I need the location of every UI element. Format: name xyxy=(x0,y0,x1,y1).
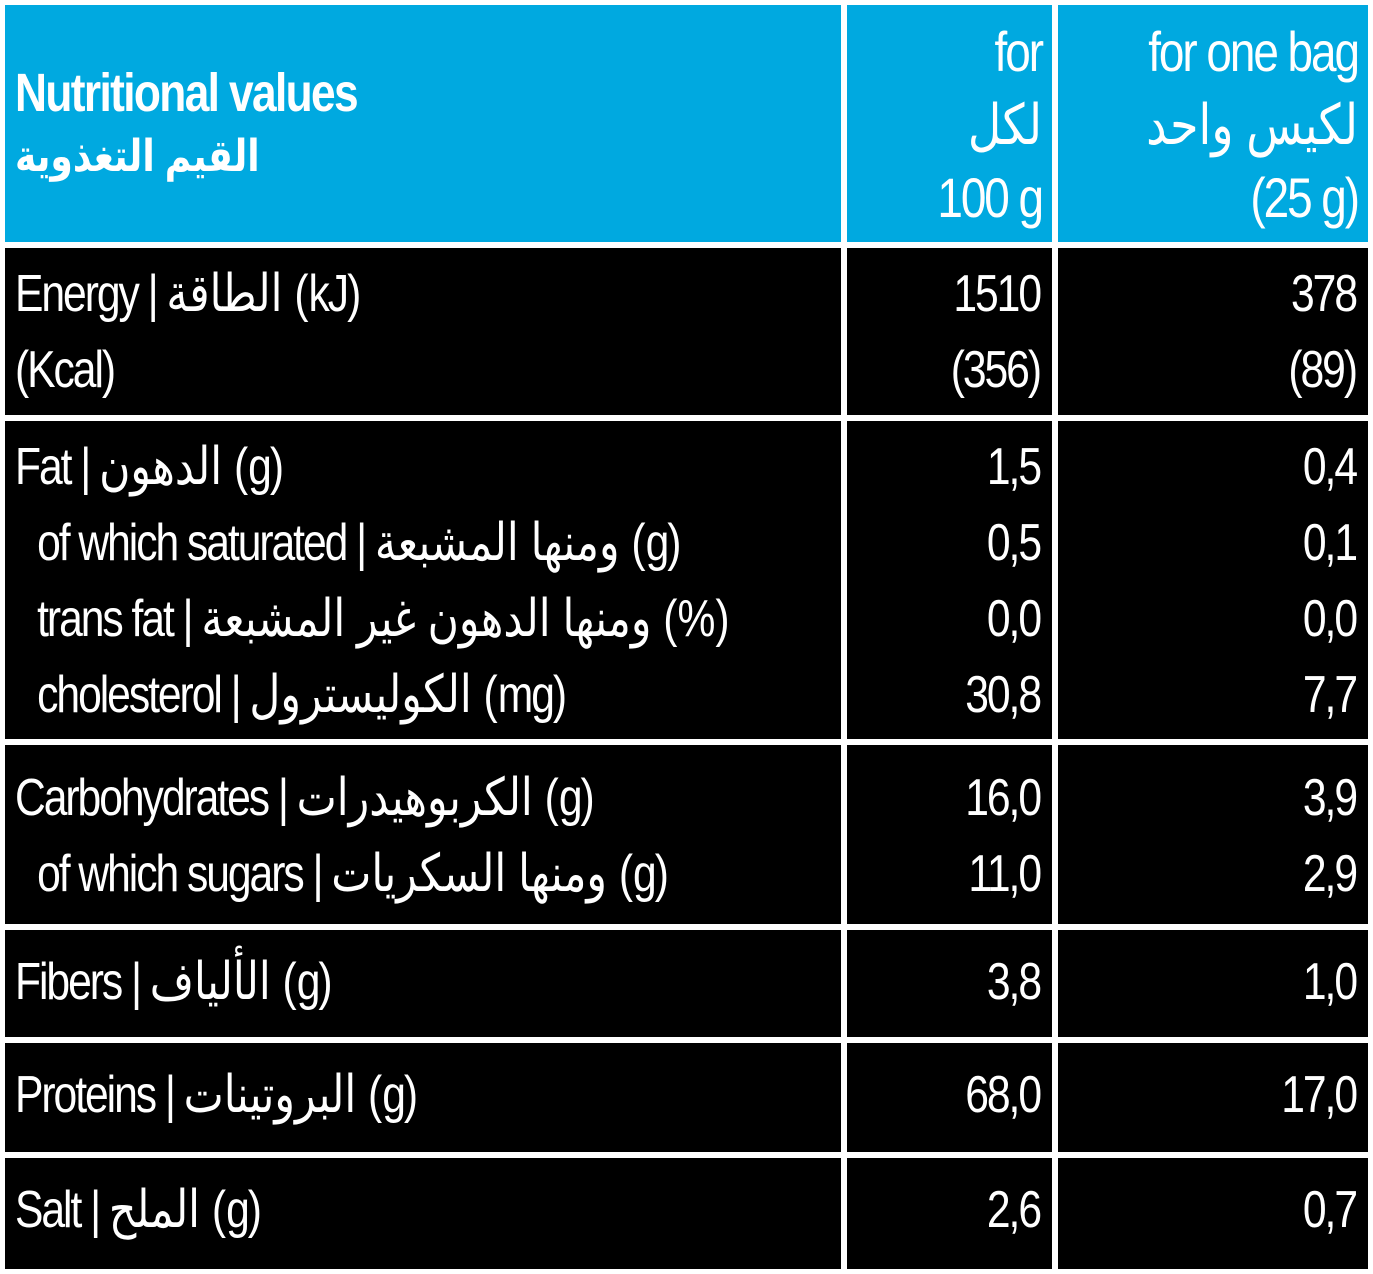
value-cell: 1510 xyxy=(953,265,1042,323)
row-fat-per100: 1,5 0,5 0,0 30,8 xyxy=(847,421,1052,739)
header-col-per100: for لكل 100 g xyxy=(847,5,1052,242)
row-salt-per100: 2,6 xyxy=(847,1158,1052,1269)
header-col-perbag: for one bag لكيس واحد (25 g) xyxy=(1058,5,1368,242)
value-cell: 68,0 xyxy=(965,1066,1042,1124)
value-cell: 0,7 xyxy=(1302,1181,1358,1239)
value-cell: 16,0 xyxy=(965,769,1042,827)
header-col-per100-line: لكل xyxy=(967,93,1044,156)
value-cell: 11,0 xyxy=(968,845,1042,903)
salt-label: Salt | الملح (g) xyxy=(15,1181,264,1239)
row-energy-label: Energy | الطاقة (kJ) (Kcal) xyxy=(5,248,841,415)
value-cell: 0,1 xyxy=(1302,514,1358,572)
carbohydrates-label: Carbohydrates | الكربوهيدرات (g) xyxy=(15,769,597,827)
row-salt-perbag: 0,7 xyxy=(1058,1158,1368,1269)
header-col-per100-line: 100 g xyxy=(937,166,1044,229)
energy-kj-label: Energy | الطاقة (kJ) xyxy=(15,265,363,323)
value-cell: 0,0 xyxy=(1302,590,1358,648)
row-fat-perbag: 0,4 0,1 0,0 7,7 xyxy=(1058,421,1368,739)
row-fat-label: Fat | الدهون (g) of which saturated | وم… xyxy=(5,421,841,739)
row-energy-per100: 1510 (356) xyxy=(847,248,1052,415)
value-cell: 7,7 xyxy=(1302,666,1358,724)
value-cell: 1,0 xyxy=(1302,953,1358,1011)
value-cell: 1,5 xyxy=(986,438,1042,496)
cholesterol-label: cholesterol | الكوليسترول (mg) xyxy=(37,666,569,724)
value-cell: 378 xyxy=(1291,265,1358,323)
value-cell: 0,4 xyxy=(1302,438,1358,496)
saturated-label: of which saturated | ومنها المشبعة (g) xyxy=(37,514,683,572)
row-salt-label: Salt | الملح (g) xyxy=(5,1158,841,1269)
row-fibers-label: Fibers | الألياف (g) xyxy=(5,930,841,1037)
value-cell: 0,0 xyxy=(986,590,1042,648)
energy-kcal-label: (Kcal) xyxy=(15,341,116,399)
header-title-ar: القيم التغذوية xyxy=(15,132,260,181)
row-carbs-label: Carbohydrates | الكربوهيدرات (g) of whic… xyxy=(5,745,841,924)
value-cell: 2,6 xyxy=(986,1181,1042,1239)
value-cell: 30,8 xyxy=(965,666,1042,724)
value-cell: 3,8 xyxy=(986,953,1042,1011)
header-col-perbag-line: لكيس واحد xyxy=(1146,93,1360,156)
row-fibers-perbag: 1,0 xyxy=(1058,930,1368,1037)
row-energy-perbag: 378 (89) xyxy=(1058,248,1368,415)
row-fibers-per100: 3,8 xyxy=(847,930,1052,1037)
value-cell: 0,5 xyxy=(986,514,1042,572)
fibers-label: Fibers | الألياف (g) xyxy=(15,953,335,1011)
value-cell: 17,0 xyxy=(1281,1066,1358,1124)
proteins-label: Proteins | البروتينات (g) xyxy=(15,1066,420,1124)
value-cell: (356) xyxy=(950,341,1042,399)
row-proteins-label: Proteins | البروتينات (g) xyxy=(5,1043,841,1152)
header-col-per100-line: for xyxy=(994,20,1044,83)
row-carbs-per100: 16,0 11,0 xyxy=(847,745,1052,924)
row-proteins-per100: 68,0 xyxy=(847,1043,1052,1152)
value-cell: 2,9 xyxy=(1302,845,1358,903)
header-col-perbag-line: (25 g) xyxy=(1250,166,1360,229)
value-cell: 3,9 xyxy=(1302,769,1358,827)
sugars-label: of which sugars | ومنها السكريات (g) xyxy=(37,845,671,903)
fat-label: Fat | الدهون (g) xyxy=(15,438,286,496)
trans-fat-label: trans fat | ومنها الدهون غير المشبعة (%) xyxy=(37,590,732,648)
header-col-perbag-line: for one bag xyxy=(1148,20,1360,83)
header-label-cell: Nutritional values القيم التغذوية xyxy=(5,5,841,242)
header-title-en: Nutritional values xyxy=(15,63,359,123)
value-cell: (89) xyxy=(1288,341,1358,399)
row-carbs-perbag: 3,9 2,9 xyxy=(1058,745,1368,924)
row-proteins-perbag: 17,0 xyxy=(1058,1043,1368,1152)
